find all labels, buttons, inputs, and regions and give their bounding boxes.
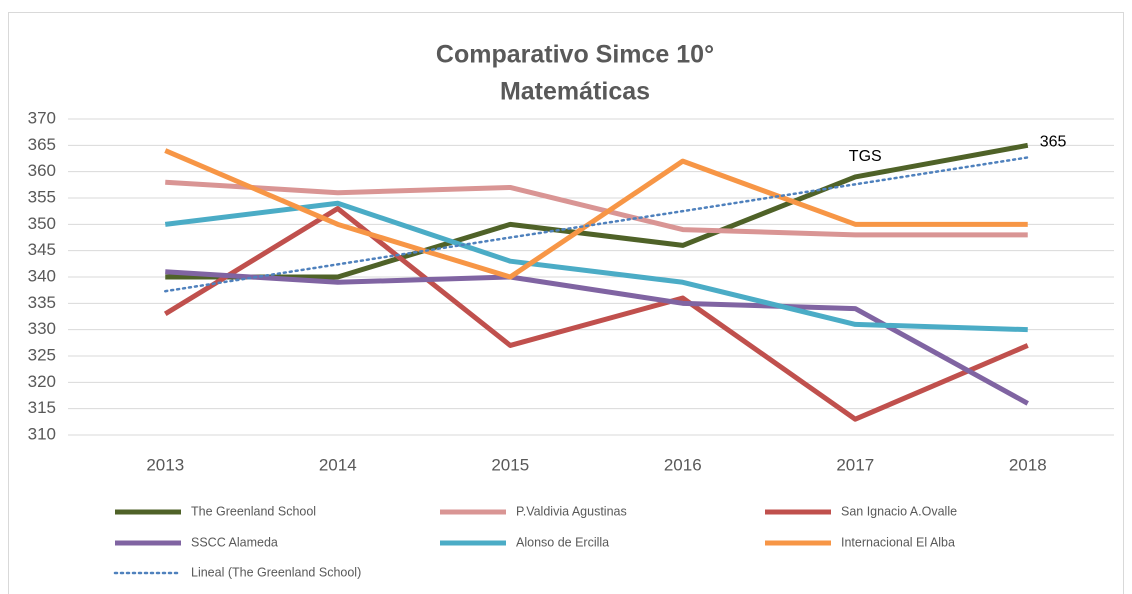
annotation: TGS: [849, 148, 882, 165]
trend-line: [164, 156, 1029, 293]
y-tick-label: 355: [28, 187, 56, 206]
y-tick-label: 320: [28, 372, 56, 391]
x-tick-label: 2015: [491, 455, 529, 474]
y-tick-label: 345: [28, 240, 56, 259]
series-line: [164, 148, 1028, 280]
data-label: 365: [1040, 134, 1067, 151]
y-tick-label: 325: [28, 345, 56, 364]
y-tick-label: 330: [28, 319, 56, 338]
y-tick-label: 365: [28, 135, 56, 154]
chart-border: [8, 12, 1124, 594]
x-tick-label: 2017: [836, 455, 874, 474]
series-line: [165, 142, 1029, 280]
x-tick-label: 2013: [146, 455, 184, 474]
legend-label: San Ignacio A.Ovalle: [841, 504, 957, 518]
y-tick-label: 310: [28, 424, 56, 443]
legend-label: The Greenland School: [191, 504, 316, 518]
legend-label: P.Valdivia Agustinas: [516, 504, 627, 518]
y-tick-label: 370: [28, 108, 56, 127]
legend-label: Lineal (The Greenland School): [191, 565, 361, 579]
x-tick-label: 2018: [1009, 455, 1047, 474]
series-line: [164, 200, 1028, 333]
legend-label: Alonso de Ercilla: [516, 535, 609, 549]
legend-label: SSCC Alameda: [191, 535, 278, 549]
chart-title: Comparativo Simce 10°: [436, 41, 714, 69]
y-tick-label: 315: [28, 398, 56, 417]
y-tick-label: 335: [28, 293, 56, 312]
series-line: [165, 269, 1029, 406]
y-tick-label: 360: [28, 161, 56, 180]
x-tick-label: 2016: [664, 455, 702, 474]
y-tick-label: 350: [28, 214, 56, 233]
y-tick-label: 340: [28, 266, 56, 285]
chart-subtitle: Matemáticas: [500, 78, 650, 106]
series-line: [163, 206, 1029, 422]
legend-label: Internacional El Alba: [841, 535, 955, 549]
x-tick-label: 2014: [319, 455, 357, 474]
series-line: [165, 179, 1028, 238]
